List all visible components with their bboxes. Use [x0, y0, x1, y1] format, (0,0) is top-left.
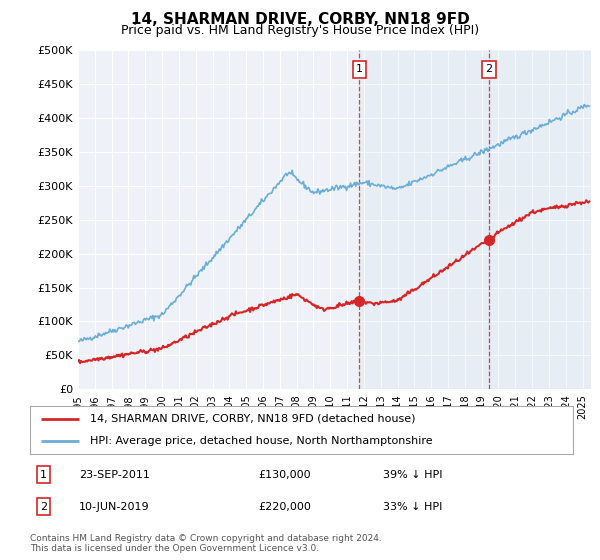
- Text: 1: 1: [356, 64, 363, 74]
- Text: 33% ↓ HPI: 33% ↓ HPI: [383, 502, 442, 512]
- Text: 2: 2: [485, 64, 493, 74]
- Text: 14, SHARMAN DRIVE, CORBY, NN18 9FD: 14, SHARMAN DRIVE, CORBY, NN18 9FD: [131, 12, 469, 27]
- Text: Price paid vs. HM Land Registry's House Price Index (HPI): Price paid vs. HM Land Registry's House …: [121, 24, 479, 37]
- Text: Contains HM Land Registry data © Crown copyright and database right 2024.
This d: Contains HM Land Registry data © Crown c…: [30, 534, 382, 553]
- Text: 23-SEP-2011: 23-SEP-2011: [79, 470, 150, 479]
- Text: £220,000: £220,000: [258, 502, 311, 512]
- Bar: [359, 50, 489, 389]
- Text: £130,000: £130,000: [258, 470, 311, 479]
- Text: HPI: Average price, detached house, North Northamptonshire: HPI: Average price, detached house, Nort…: [90, 436, 433, 446]
- Text: 1: 1: [40, 470, 47, 479]
- Text: 39% ↓ HPI: 39% ↓ HPI: [383, 470, 442, 479]
- Bar: [489, 50, 591, 389]
- Text: 2: 2: [40, 502, 47, 512]
- Text: 14, SHARMAN DRIVE, CORBY, NN18 9FD (detached house): 14, SHARMAN DRIVE, CORBY, NN18 9FD (deta…: [90, 414, 415, 424]
- Text: 10-JUN-2019: 10-JUN-2019: [79, 502, 149, 512]
